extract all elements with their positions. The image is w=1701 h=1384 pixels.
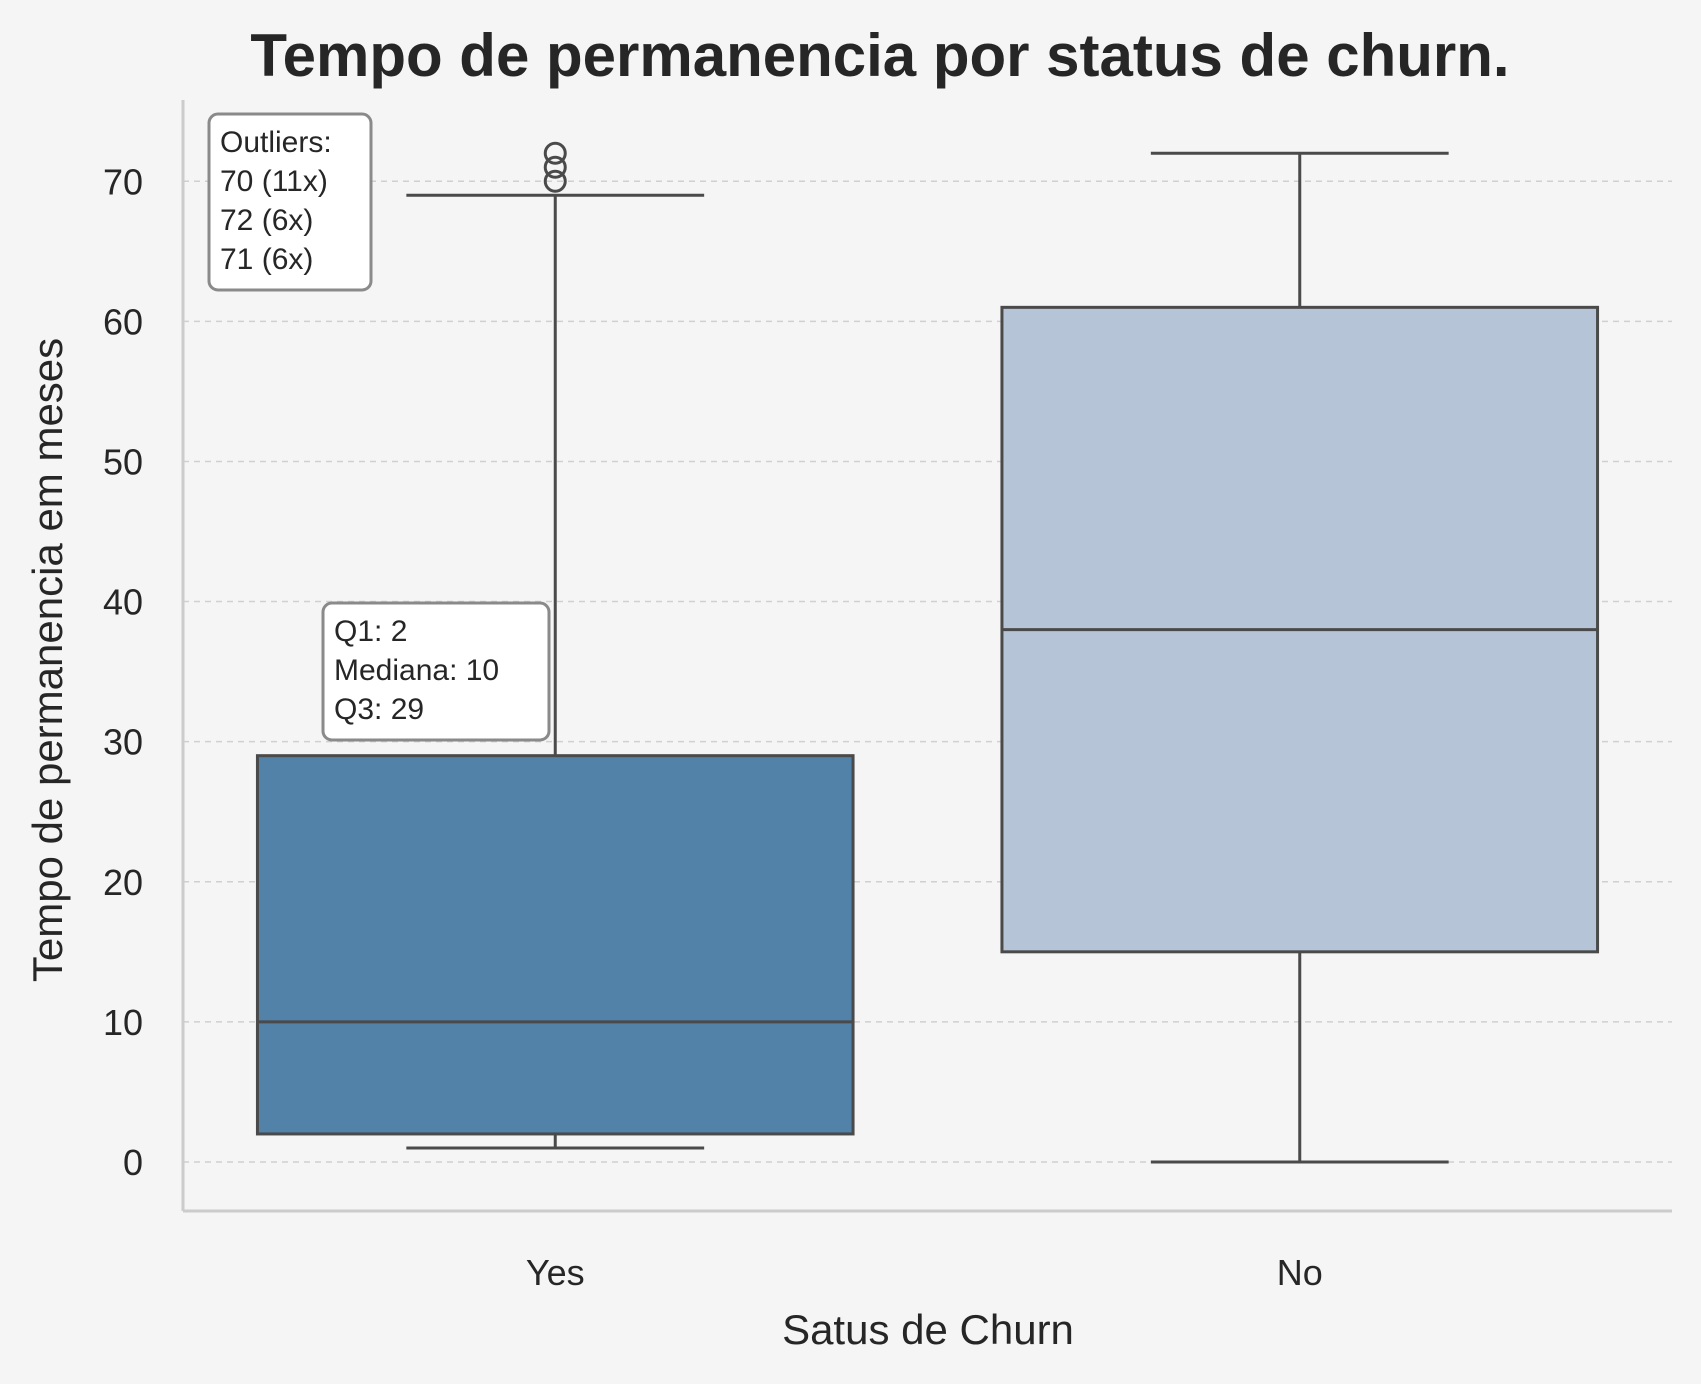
boxes — [255, 141, 1600, 1164]
outlier-point-yes-71 — [543, 155, 567, 179]
outliers-annotation-line-2: 72 (6x) — [220, 204, 313, 237]
chart-title: Tempo de permanencia por status de churn… — [250, 22, 1509, 89]
outliers-annotation-line-0: Outliers: — [220, 126, 332, 159]
axis-spines — [181, 100, 1672, 1213]
stats-annotation-box — [321, 601, 551, 742]
outliers-annotation-line-3: 71 (6x) — [220, 243, 313, 276]
y-tick-label-70: 70 — [103, 161, 143, 202]
y-tick-label-30: 30 — [103, 722, 143, 763]
x-tick-label-no: No — [1277, 1252, 1323, 1293]
stats-annotation-line-2: Q3: 29 — [334, 693, 424, 726]
y-tick-label-40: 40 — [103, 582, 143, 623]
outliers-annotation-line-1: 70 (11x) — [220, 165, 328, 198]
outliers-annotation-box — [207, 112, 373, 292]
x-axis-label: Satus de Churn — [782, 1306, 1074, 1353]
y-tick-label-50: 50 — [103, 441, 143, 482]
stats-annotation-line-1: Mediana: 10 — [334, 654, 499, 687]
box-yes — [255, 754, 855, 1136]
x-tick-label-yes: Yes — [526, 1252, 585, 1293]
y-tick-label-10: 10 — [103, 1002, 143, 1043]
stats-annotation-line-0: Q1: 2 — [334, 615, 407, 648]
annotations: Outliers: 70 (11x) 72 (6x) 71 (6x) Q1: 2 Medi… — [207, 112, 551, 742]
y-tick-label-60: 60 — [103, 301, 143, 342]
outlier-point-yes-72 — [543, 141, 567, 165]
outlier-point-yes-70 — [543, 169, 567, 193]
y-axis-label: Tempo de permanencia em meses — [24, 338, 71, 982]
y-tick-label-0: 0 — [123, 1142, 143, 1183]
tick-labels: 0 10 20 30 40 50 60 70 Yes No — [103, 161, 1323, 1293]
y-tick-label-20: 20 — [103, 862, 143, 903]
